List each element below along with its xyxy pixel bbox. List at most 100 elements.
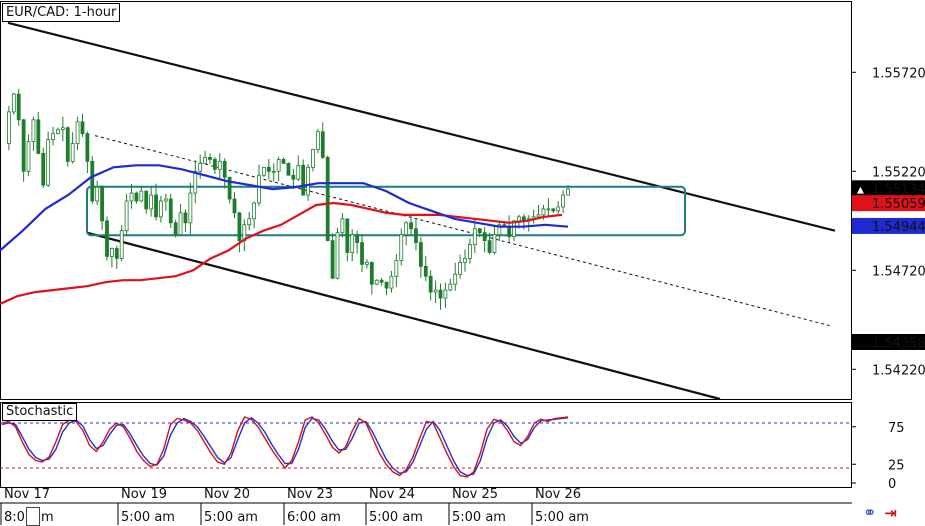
candle-body [399, 234, 404, 261]
candle-body [95, 186, 100, 202]
candle-body [237, 212, 242, 241]
candle-body [409, 222, 413, 230]
candle-body [188, 192, 193, 224]
candle-body [134, 192, 139, 202]
shift-arrow-icon[interactable]: ⇥ [884, 504, 897, 522]
stochastic-plot[interactable] [0, 416, 852, 478]
candle-body [536, 214, 541, 218]
chart-frame [0, 1, 852, 488]
candle-body [507, 226, 512, 238]
stoch-main-line [1, 416, 569, 478]
price-plot[interactable] [0, 21, 836, 401]
candle-body [46, 139, 51, 186]
y-tick-label: 1.54720 [872, 264, 925, 279]
candle-body [271, 170, 276, 173]
candle-body [11, 93, 16, 113]
channel-lower-line [86, 231, 721, 401]
candle-body [51, 133, 55, 141]
stoch-signal-line [1, 416, 569, 477]
x-date-label: Nov 20 [204, 487, 250, 502]
candle-body [458, 261, 463, 275]
candle-body [203, 157, 207, 164]
price-badge [852, 195, 925, 212]
candle-body [306, 166, 310, 196]
candle-body [551, 208, 556, 212]
candle-body [232, 198, 237, 214]
price-badge [852, 180, 925, 197]
axis-labels: 1.55720 1.55220 1.54720 1.54220 ▲ 1.551341.55… [0, 66, 925, 525]
candle-body [369, 261, 374, 285]
candle-body [340, 218, 345, 234]
candle-body [301, 164, 306, 196]
candle-body [70, 143, 75, 162]
price-badge-label: 1.55134 [872, 182, 925, 197]
price-badge-label: 1.54944 [872, 220, 925, 235]
candle-body [139, 190, 144, 202]
x-time-label-suffix: m [41, 510, 54, 525]
candle-body [257, 174, 261, 204]
candle-body [384, 281, 389, 289]
x-date-label: Nov 25 [452, 487, 498, 502]
price-badge [852, 217, 925, 234]
candle-body [212, 159, 217, 170]
candle-body [414, 228, 418, 243]
candle-body [320, 131, 325, 158]
candle-body [252, 202, 257, 220]
candle-body [276, 159, 281, 172]
x-date-label: Nov 17 [4, 487, 50, 502]
x-date-label: Nov 23 [287, 487, 333, 502]
candle-body [100, 186, 104, 222]
candle-body [561, 194, 565, 208]
candle-body [85, 133, 90, 162]
candle-body [114, 248, 119, 259]
candle-body [178, 212, 183, 236]
candle-body [208, 157, 212, 160]
candle-body [418, 242, 423, 267]
moving-average-red [0, 201, 563, 306]
candle-body [448, 283, 453, 291]
candle-body [433, 289, 438, 293]
candle-body [423, 265, 428, 277]
candle-body [183, 212, 188, 224]
candle-body [541, 208, 546, 216]
candle-body [129, 192, 134, 202]
stoch-y-tick-label: 0 [888, 477, 896, 492]
candle-body [159, 200, 163, 218]
crosshair-cursor-box[interactable] [26, 507, 40, 526]
candle-body [566, 188, 570, 196]
price-badge-label: 1.55059 [872, 197, 925, 212]
candle-body [173, 222, 178, 236]
x-time-label: 6:00 am [287, 510, 341, 525]
candle-body [90, 160, 95, 202]
y-tick-label: 1.55720 [872, 66, 925, 81]
candle-body [109, 248, 114, 257]
price-badge-label: 1.54358 [872, 336, 925, 351]
candle-body [463, 258, 467, 263]
candle-body [75, 121, 80, 144]
price-badge-marker: ▲ [857, 185, 864, 195]
candle-body [325, 157, 330, 241]
candle-body [217, 160, 222, 170]
link-icon[interactable]: ⚭ [863, 503, 877, 522]
stoch-y-tick-label: 75 [888, 421, 905, 436]
candle-body [105, 220, 109, 257]
candle-body [468, 244, 472, 259]
y-tick-label: 1.54220 [872, 363, 925, 378]
x-date-label: Nov 24 [369, 487, 415, 502]
candle-body [453, 273, 458, 285]
candle-body [315, 131, 320, 150]
candle-body [296, 164, 301, 180]
candle-body [56, 129, 60, 135]
candle-body [487, 240, 492, 253]
candle-body [492, 234, 497, 253]
candle-body [365, 261, 369, 265]
candle-body [556, 206, 561, 212]
candle-body [119, 230, 124, 259]
candle-body [168, 198, 173, 224]
candle-body [374, 279, 379, 285]
candle-body [477, 228, 482, 234]
corner-toolbar: ⚭ ⇥ [860, 503, 925, 523]
x-time-label: 5:00 am [535, 510, 589, 525]
candle-body [482, 232, 487, 241]
